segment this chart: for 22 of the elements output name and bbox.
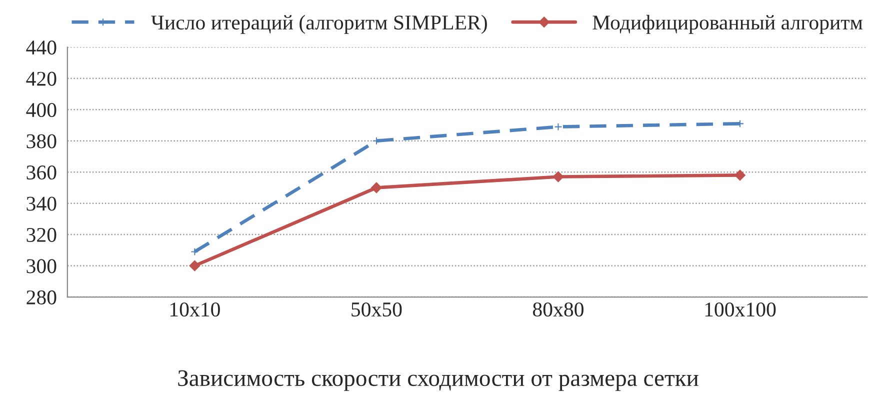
y-tick-label: 380: [26, 134, 56, 148]
point: [190, 248, 199, 256]
y-tick-label: 320: [26, 228, 56, 242]
legend-label: Число итераций (алгоритм SIMPLER): [151, 14, 487, 34]
y-tick-label: 280: [26, 290, 56, 304]
y-tick-label: 340: [26, 196, 56, 211]
point: [552, 171, 564, 182]
point: [554, 122, 562, 131]
x-tick-label: 10x10: [170, 302, 220, 317]
y-tick-label: 360: [26, 165, 56, 180]
y-tick-label: 400: [26, 102, 56, 118]
y-tick-label: 300: [26, 259, 56, 274]
legend-label: Модифицированный алгоритм: [592, 14, 862, 34]
point: [189, 260, 200, 272]
x-tick-label: 100x100: [705, 302, 776, 317]
point: [734, 170, 746, 181]
y-tick-label: 440: [26, 40, 56, 55]
x-tick-label: 80x80: [532, 302, 584, 317]
y-tick-label: 420: [26, 72, 56, 86]
point: [371, 182, 382, 194]
text: Зависимость скорости сходимости от размера сетки: [178, 370, 698, 391]
x-tick-label: 50x50: [352, 302, 402, 317]
